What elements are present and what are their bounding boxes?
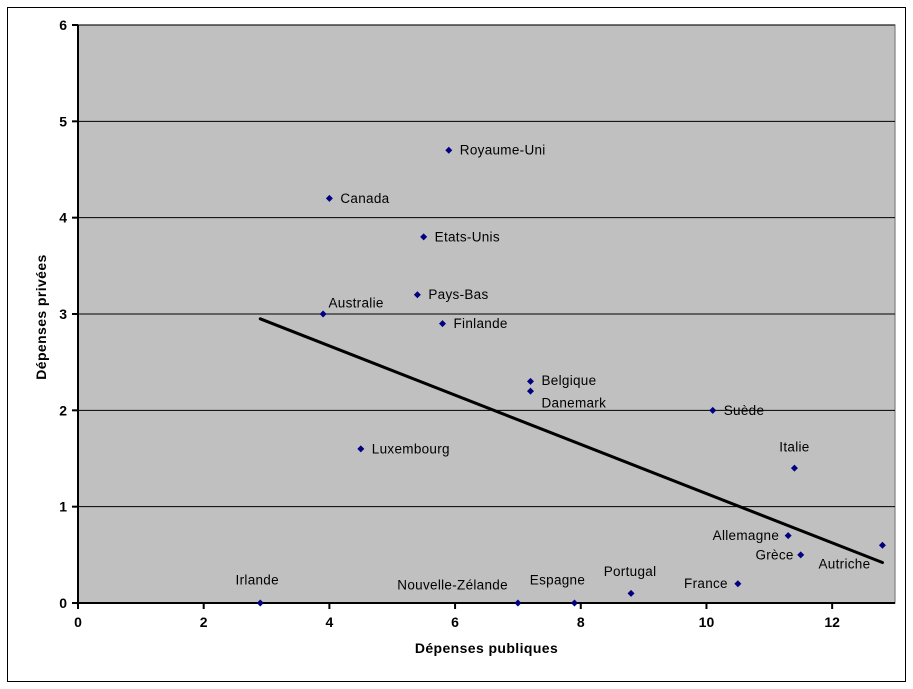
data-point-italie bbox=[790, 464, 798, 472]
x-tick-label-6: 6 bbox=[451, 614, 459, 630]
data-point-portugal bbox=[627, 589, 635, 597]
data-point-france bbox=[734, 580, 742, 588]
data-point-label-australie: Australie bbox=[328, 296, 383, 311]
data-point-label-nouvelle-zelande: Nouvelle-Zélande bbox=[397, 578, 508, 593]
data-point-nouvelle-zelande bbox=[514, 599, 522, 607]
data-point-label-allemagne: Allemagne bbox=[713, 528, 780, 543]
y-tick-label-4: 4 bbox=[59, 210, 67, 226]
trend-line bbox=[258, 317, 884, 565]
y-tick-label-5: 5 bbox=[59, 113, 67, 129]
data-point-label-irlande: Irlande bbox=[236, 573, 279, 588]
data-point-luxembourg bbox=[357, 445, 365, 453]
data-point-label-france: France bbox=[684, 576, 728, 591]
data-point-label-autriche: Autriche bbox=[818, 557, 870, 572]
y-tick-label-6: 6 bbox=[59, 17, 67, 33]
data-point-irlande bbox=[256, 599, 264, 607]
data-point-label-belgique: Belgique bbox=[541, 373, 596, 388]
data-point-label-luxembourg: Luxembourg bbox=[372, 441, 450, 456]
data-point-label-etats-unis: Etats-Unis bbox=[435, 229, 500, 244]
y-tick-label-1: 1 bbox=[59, 499, 67, 515]
data-point-label-italie: Italie bbox=[779, 440, 809, 455]
data-point-royaume-uni bbox=[445, 146, 453, 154]
y-tick-label-2: 2 bbox=[59, 402, 67, 418]
data-point-suede bbox=[709, 406, 717, 414]
data-point-label-suede: Suède bbox=[724, 403, 765, 418]
x-tick-label-10: 10 bbox=[699, 614, 715, 630]
y-tick-label-3: 3 bbox=[59, 306, 67, 322]
x-tick-label-2: 2 bbox=[200, 614, 208, 630]
data-point-label-danemark: Danemark bbox=[541, 396, 606, 411]
data-point-label-canada: Canada bbox=[340, 191, 389, 206]
data-point-label-espagne: Espagne bbox=[530, 573, 585, 588]
data-point-grece bbox=[797, 551, 805, 559]
data-point-australie bbox=[319, 310, 327, 318]
data-point-label-pays-bas: Pays-Bas bbox=[428, 287, 488, 302]
x-tick-label-0: 0 bbox=[74, 614, 82, 630]
data-point-etats-unis bbox=[420, 233, 428, 241]
data-point-label-portugal: Portugal bbox=[604, 564, 657, 579]
x-tick-label-8: 8 bbox=[577, 614, 585, 630]
y-tick-label-0: 0 bbox=[59, 595, 67, 611]
data-point-allemagne bbox=[784, 532, 792, 540]
data-point-belgique bbox=[526, 377, 534, 385]
x-axis-title: Dépenses publiques bbox=[414, 640, 559, 656]
data-point-pays-bas bbox=[413, 291, 421, 299]
data-point-espagne bbox=[570, 599, 578, 607]
data-point-label-grece: Grèce bbox=[755, 547, 793, 562]
data-point-danemark bbox=[526, 387, 534, 395]
data-point-canada bbox=[325, 194, 333, 202]
data-point-label-royaume-uni: Royaume-Uni bbox=[460, 143, 546, 158]
x-tick-label-4: 4 bbox=[325, 614, 333, 630]
data-point-label-finlande: Finlande bbox=[454, 316, 508, 331]
x-tick-label-12: 12 bbox=[824, 614, 840, 630]
data-point-autriche bbox=[878, 541, 886, 549]
y-axis-title: Dépenses privées bbox=[33, 254, 49, 380]
data-point-finlande bbox=[439, 320, 447, 328]
